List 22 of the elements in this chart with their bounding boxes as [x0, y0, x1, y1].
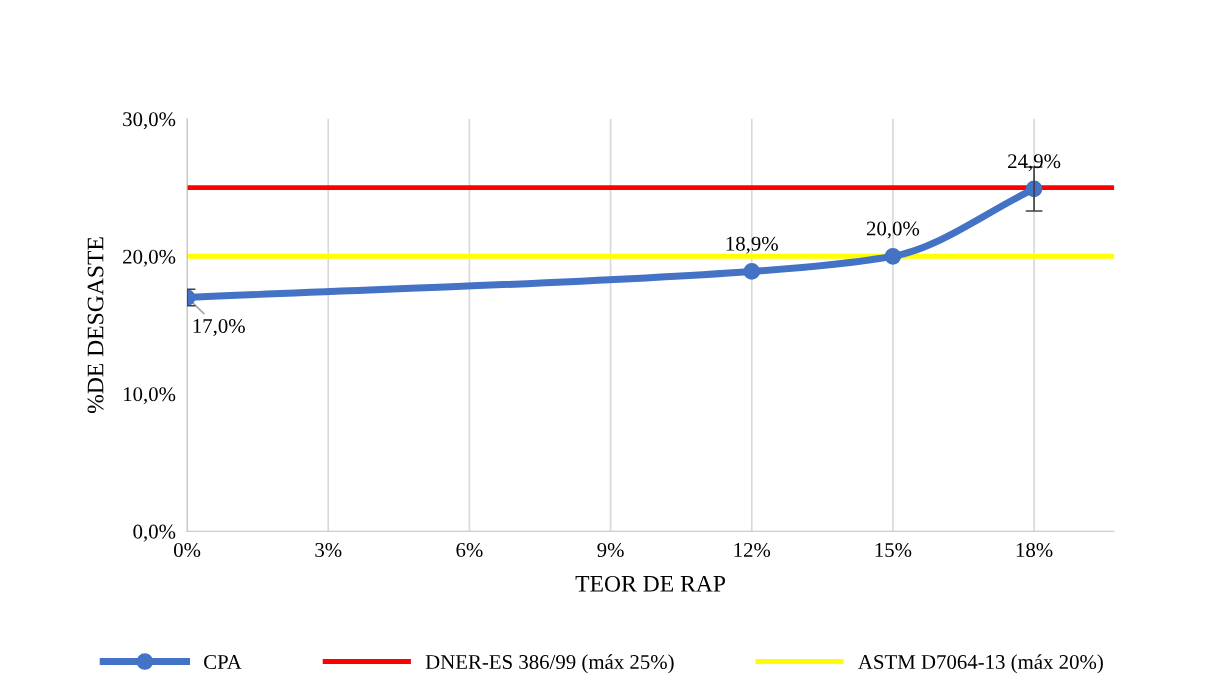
data-label: 20,0% [866, 221, 920, 239]
data-label: 24,9% [1008, 154, 1061, 172]
x-tick-label: 3% [315, 542, 342, 558]
point [884, 247, 902, 265]
point [743, 263, 761, 280]
y-tick-label: 0,0% [133, 524, 176, 542]
legend-label: DNER-ES 386/99 (máx 25%) [425, 654, 674, 674]
x-tick-label: 6% [456, 542, 483, 558]
x-tick-label: 0% [173, 542, 201, 558]
y-tick-label: 30,0% [123, 112, 176, 130]
y-tick-label: 10,0% [123, 387, 176, 405]
y-tick-label: 20,0% [123, 249, 176, 267]
x-tick-label: 18% [1016, 542, 1053, 558]
x-tick-label: 15% [875, 542, 912, 558]
data-label: 17,0% [193, 318, 245, 336]
legend-label: CPA [204, 655, 242, 670]
x-axis-title: TEOR DE RAP [575, 575, 726, 592]
legend-label: ASTM D7064-13 (máx 20%) [858, 654, 1103, 674]
x-tick-label: 12% [734, 542, 771, 558]
y-axis-title: %DE DESGASTE [87, 237, 104, 414]
x-tick-label: 9% [597, 542, 624, 558]
data-label: 18,9% [726, 236, 778, 254]
